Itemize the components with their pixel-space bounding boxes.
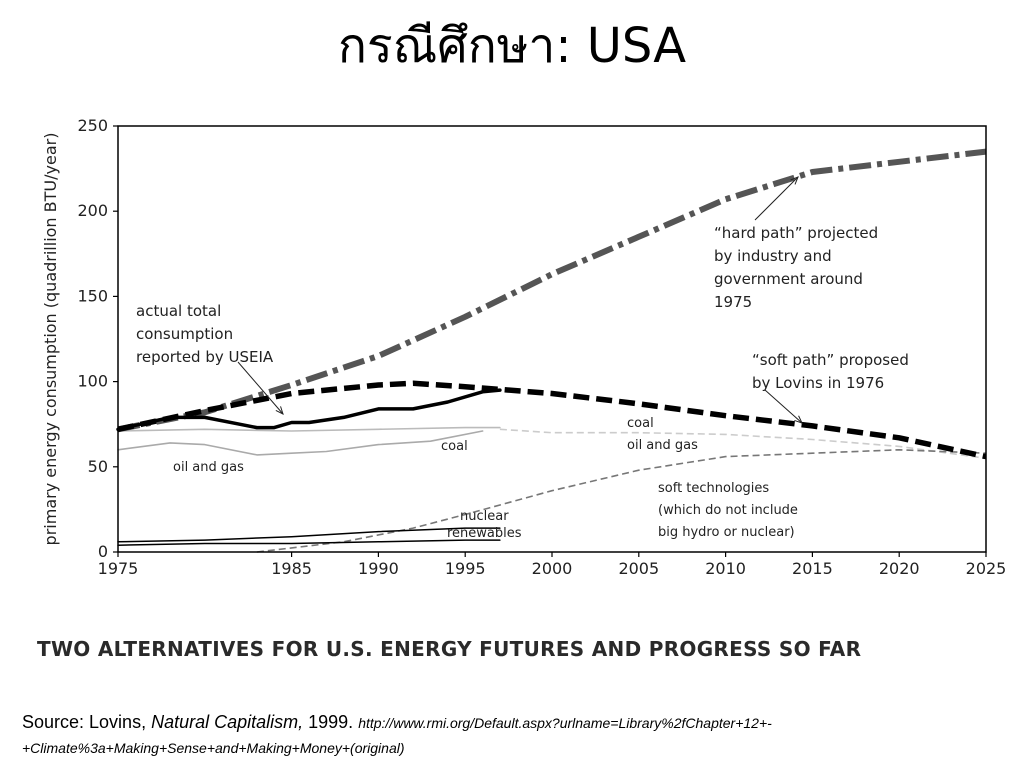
y-tick-label: 250 (77, 116, 108, 135)
source-prefix: Source: Lovins, (22, 712, 152, 732)
x-tick-label: 2020 (879, 559, 920, 578)
y-axis-title: primary energy consumption (quadrillion … (41, 133, 60, 546)
annotation-hard_path-line: by industry and (714, 247, 832, 265)
slide-title: กรณีศึกษา: USA (337, 18, 687, 74)
series-line-renewables (117, 539, 501, 546)
annotation-soft_tech-line: soft technologies (658, 481, 769, 496)
annotation-soft-coal: coal (627, 416, 654, 431)
annotation-hard_path-line: “hard path” projected (714, 224, 878, 242)
source-link[interactable]: http://www.rmi.org/Default.aspx?urlname=… (22, 715, 772, 756)
x-tick-label: 1995 (445, 559, 486, 578)
actual-arrow (237, 361, 284, 415)
annotation-layer: “hard path” projected by industry and gove… (136, 176, 909, 541)
series-line-hard (117, 148, 987, 433)
x-tick-label: 2025 (966, 559, 1007, 578)
series-line-nuclear (117, 527, 501, 543)
series-line-soft (117, 380, 987, 460)
annotation-actual-line: consumption (136, 325, 233, 343)
annotation-renewables: renewables (447, 526, 522, 541)
y-tick-label: 0 (98, 542, 108, 561)
annotation-actual-line: reported by USEIA (136, 348, 274, 366)
y-tick-label: 100 (77, 372, 108, 391)
annotation-soft-oil-gas: oil and gas (627, 438, 698, 453)
x-tick-label: 2005 (618, 559, 659, 578)
series-line-soft-coal-oil-gas (499, 428, 987, 460)
annotation-soft_path-line: “soft path” proposed (752, 351, 909, 369)
annotation-actual-line: actual total (136, 302, 221, 320)
series-line-actual-oil-gas (117, 430, 484, 456)
annotation-hard_path-line: 1975 (714, 293, 752, 311)
x-tick-label: 1990 (358, 559, 399, 578)
y-tick-label: 150 (77, 286, 108, 305)
source-citation: Source: Lovins, Natural Capitalism, 1999… (22, 710, 1012, 760)
figure-caption: TWO ALTERNATIVES FOR U.S. ENERGY FUTURES… (37, 637, 862, 661)
annotation-soft_tech-line: big hydro or nuclear) (658, 525, 795, 540)
tick-layer: 1975 1985 1990 1995 2000 2005 2010 2015 2020 2025… (77, 116, 1006, 578)
x-tick-label: 1975 (98, 559, 139, 578)
source-book: Natural Capitalism, (151, 712, 304, 732)
source-year: 1999. (303, 712, 359, 732)
series-line-soft-technologies (256, 449, 987, 553)
annotation-hard_path-line: government around (714, 270, 863, 288)
x-tick-label: 2010 (705, 559, 746, 578)
annotation-soft_tech-line: (which do not include (658, 503, 798, 518)
annotation-oil-gas: oil and gas (173, 460, 244, 475)
y-tick-label: 50 (88, 457, 108, 476)
annotation-coal: coal (441, 439, 468, 454)
plot-frame (117, 125, 987, 553)
series-layer (116, 148, 987, 553)
series-line-actual-coal (117, 426, 501, 432)
y-tick-label: 200 (77, 201, 108, 220)
x-tick-label: 2000 (532, 559, 573, 578)
x-tick-label: 2015 (792, 559, 833, 578)
series-line-actual (116, 388, 502, 432)
annotation-nuclear: nuclear (460, 509, 509, 524)
energy-chart: 1975 1985 1990 1995 2000 2005 2010 2015 2020 2025… (41, 116, 1006, 578)
annotation-soft_path-line: by Lovins in 1976 (752, 374, 884, 392)
x-tick-label: 1985 (271, 559, 312, 578)
soft-path-arrow (764, 389, 803, 424)
hard-path-arrow (754, 176, 799, 221)
